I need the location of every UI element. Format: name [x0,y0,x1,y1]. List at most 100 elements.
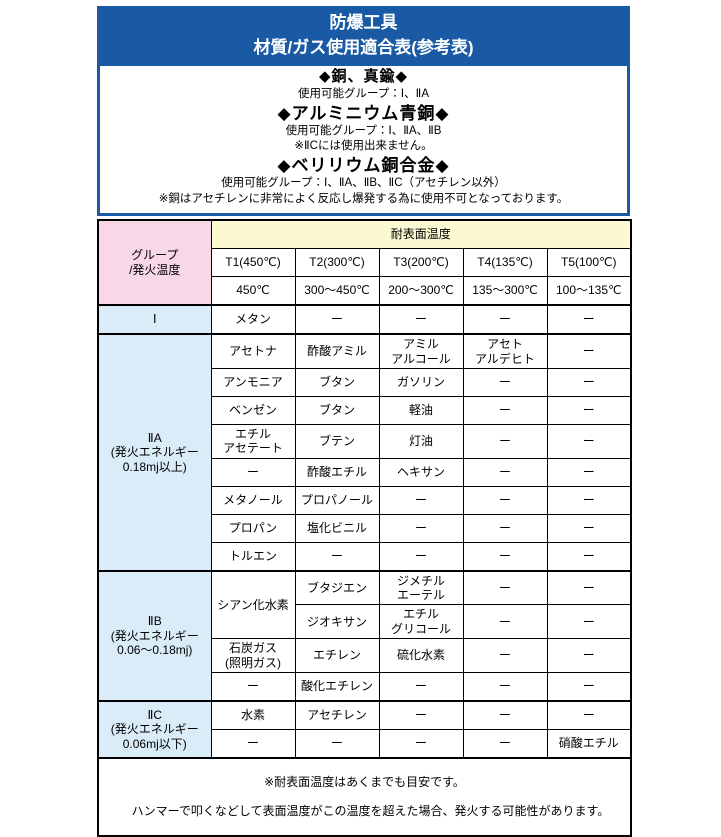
gas-cell: ー [546,569,632,606]
material-heading-beryllium-copper: ◆ベリリウム銅合金◆ [277,155,450,175]
table-row: トルエン ー ー ー ー [98,541,632,572]
gas-cell: ー [210,729,296,759]
gas-cell: ー [462,485,548,515]
gas-cell: ー [378,700,464,731]
header-row-temp-classes: T1(450℃) T2(300℃) T3(200℃) T4(135℃) T5(1… [98,248,632,278]
gas-cell: 塩化ビニル [294,513,380,543]
gas-cell: 灯油 [378,423,464,459]
gas-cell: ー [546,638,632,674]
temp-class-t1: T1(450℃) [210,248,296,278]
gas-compatibility-table: グループ /発火温度 耐表面温度 T1(450℃) T2(300℃) T3(20… [97,219,632,837]
gas-cell: ー [210,672,296,702]
temp-class-t3: T3(200℃) [378,248,464,278]
table-row: ー 酸化エチレン ー ー ー [98,672,632,702]
material-note-beryllium-copper: ※銅はアセチレンに非常によく反応し爆発する為に使用不可となっております。 [158,192,569,205]
gas-cell: ー [462,513,548,543]
table-row: プロパン 塩化ビニル ー ー ー [98,513,632,543]
gas-cell: ー [378,513,464,543]
gas-cell: ー [462,604,548,640]
gas-cell: 酢酸エチル [294,457,380,487]
gas-cell: シアン化水素 [210,569,296,640]
header-row-temp-ranges: 450℃ 300～450℃ 200～300℃ 135～300℃ 100～135℃ [98,276,632,306]
gas-cell: ー [210,457,296,487]
gas-cell: ヘキサン [378,457,464,487]
gas-cell: ー [378,729,464,759]
gas-cell: ー [546,457,632,487]
temp-range-t2: 300～450℃ [294,276,380,306]
gas-cell: エチレン [294,638,380,674]
gas-cell: メタノール [210,485,296,515]
gas-cell: ー [462,672,548,702]
gas-cell: ー [546,395,632,425]
title-line-2: 材質/ガス使用適合表(参考表) [253,37,474,57]
footnote-row: ※耐表面温度はあくまでも目安です。 ハンマーで叩くなどして表面温度がこの温度を超… [97,757,632,837]
table-row: メタノール プロパノール ー ー ー [98,485,632,515]
gas-cell: 軽油 [378,395,464,425]
table-row: ⅡA (発火エネルギー 0.18mj以上) アセトナ 酢酸アミル アミル アルコ… [97,333,632,572]
material-note-aluminum-bronze: ※ⅡCには使用出来ません。 [294,140,433,153]
surface-temp-header: 耐表面温度 [210,219,632,250]
temp-class-t2: T2(300℃) [294,248,380,278]
gas-cell: アンモニア [210,367,296,397]
page-title: 防爆工具 材質/ガス使用適合表(参考表) [97,6,630,67]
gas-cell: ブタン [294,367,380,397]
material-groups-aluminum-bronze: 使用可能グループ：Ⅰ、ⅡA、ⅡB [285,124,442,137]
table-row: エチル アセテート ブテン 灯油 ー ー [98,423,632,459]
gas-cell: ー [294,729,380,759]
content: 防爆工具 材質/ガス使用適合表(参考表) ◆銅、真鍮◆ 使用可能グループ：Ⅰ、Ⅱ… [97,6,632,837]
gas-cell: アセチレン [294,700,380,731]
gas-cell: ー [546,604,632,640]
temp-range-t1: 450℃ [210,276,296,306]
table-row: ー 酢酸エチル ヘキサン ー ー [98,457,632,487]
temp-range-t3: 200～300℃ [378,276,464,306]
gas-cell: ー [546,541,632,572]
gas-cell: ー [462,638,548,674]
materials-info-box: ◆銅、真鍮◆ 使用可能グループ：Ⅰ、ⅡA ◆アルミニウム青銅◆ 使用可能グループ… [97,66,630,217]
gas-cell: ー [462,729,548,759]
gas-cell: メタン [210,304,296,335]
temp-class-t4: T4(135℃) [462,248,548,278]
gas-cell: アミル アルコール [378,333,464,369]
gas-cell: ー [462,367,548,397]
gas-cell: ー [378,541,464,572]
gas-cell: ブタジエン [294,569,380,606]
gas-cell: エチル アセテート [210,423,296,459]
temp-range-t5: 100～135℃ [546,276,632,306]
gas-cell: ブテン [294,423,380,459]
gas-cell: アセトナ [210,333,296,369]
title-line-1: 防爆工具 [329,13,398,32]
gas-cell: ー [294,541,380,572]
footnote: ※耐表面温度はあくまでも目安です。 ハンマーで叩くなどして表面温度がこの温度を超… [97,757,632,837]
gas-cell: ジオキサン [294,604,380,640]
gas-cell: ベンゼン [210,395,296,425]
gas-cell: ー [378,672,464,702]
gas-cell: ー [546,485,632,515]
gas-cell: ー [546,367,632,397]
gas-cell: ー [546,333,632,369]
temp-range-t4: 135～300℃ [462,276,548,306]
group-label-iic: ⅡC (発火エネルギー 0.06mj以下) [97,700,212,759]
gas-cell: ー [546,304,632,335]
gas-cell: ー [546,700,632,731]
gas-cell: 酸化エチレン [294,672,380,702]
gas-cell: ー [462,569,548,606]
gas-cell: ー [462,423,548,459]
table-row: ⅡC (発火エネルギー 0.06mj以下) 水素 アセチレン ー ー ー [97,700,632,759]
gas-cell: ー [378,304,464,335]
gas-cell: ブタン [294,395,380,425]
group-label-i: Ⅰ [97,304,212,335]
table-row: Ⅰ メタン ー ー ー ー [97,304,632,335]
group-label-iib: ⅡB (発火エネルギー 0.06～0.18mj) [97,569,212,702]
gas-cell: ー [462,395,548,425]
material-groups-beryllium-copper: 使用可能グループ：Ⅰ、ⅡA、ⅡB、ⅡC（アセチレン以外） [221,177,506,190]
table-row: アンモニア ブタン ガソリン ー ー [98,367,632,397]
group-label-iia: ⅡA (発火エネルギー 0.18mj以上) [97,333,212,572]
gas-cell: ー [546,672,632,702]
gas-cell: アセト アルデヒト [462,333,548,369]
gas-cell: ー [546,513,632,543]
header-row-surface-temp: グループ /発火温度 耐表面温度 [97,219,632,306]
gas-cell: 硫化水素 [378,638,464,674]
gas-cell: ー [462,541,548,572]
table-row: ベンゼン ブタン 軽油 ー ー [98,395,632,425]
gas-cell: ー [462,304,548,335]
